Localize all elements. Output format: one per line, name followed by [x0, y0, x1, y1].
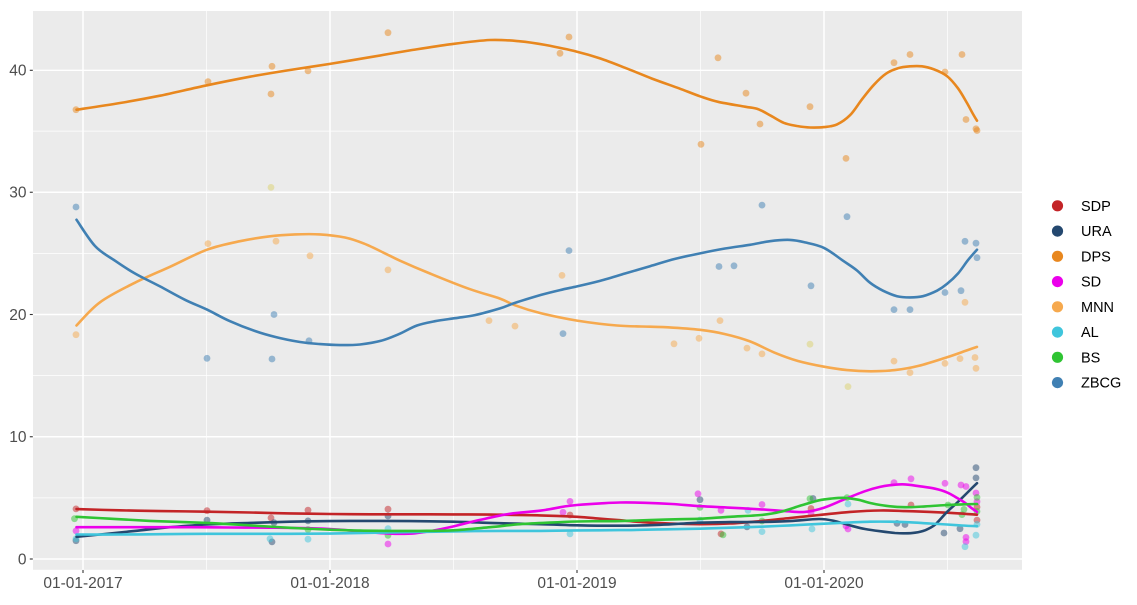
svg-text:01-01-2018: 01-01-2018: [290, 575, 369, 592]
svg-text:SD: SD: [1081, 275, 1101, 291]
svg-text:MNN: MNN: [1081, 300, 1114, 316]
svg-text:10: 10: [9, 429, 27, 446]
svg-text:30: 30: [9, 185, 27, 202]
svg-text:DPS: DPS: [1081, 249, 1111, 265]
svg-text:01-01-2017: 01-01-2017: [43, 575, 122, 592]
svg-text:40: 40: [9, 63, 27, 80]
svg-text:URA: URA: [1081, 224, 1112, 240]
svg-text:0: 0: [18, 551, 27, 568]
svg-text:ZBCG: ZBCG: [1081, 376, 1121, 392]
svg-text:BS: BS: [1081, 350, 1100, 366]
svg-text:AL: AL: [1081, 325, 1099, 341]
svg-text:SDP: SDP: [1081, 199, 1111, 215]
svg-text:20: 20: [9, 307, 27, 324]
svg-text:01-01-2019: 01-01-2019: [537, 575, 616, 592]
svg-text:01-01-2020: 01-01-2020: [784, 575, 864, 592]
